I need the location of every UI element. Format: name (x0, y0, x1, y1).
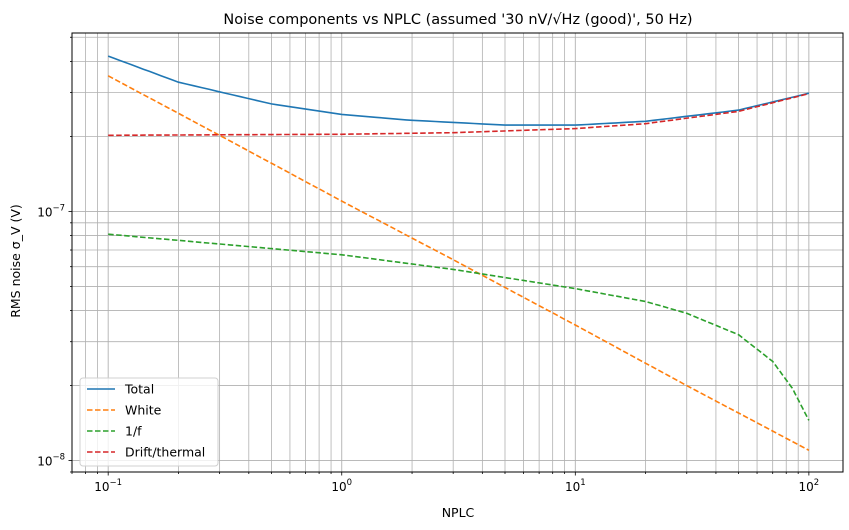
x-axis-label: NPLC (442, 505, 475, 520)
y-axis-label: RMS noise σ_V (V) (8, 204, 23, 318)
x-tick-label: 102 (799, 478, 820, 494)
axis-ticks: 10−1 100 101 102 10−8 10−7 (37, 36, 820, 494)
legend-box (79, 377, 219, 467)
legend-label: White (125, 403, 162, 418)
legend-label: 1/f (125, 424, 142, 439)
legend: Total White 1/f Drift/thermal (79, 377, 219, 467)
chart-title: Noise components vs NPLC (assumed '30 nV… (223, 12, 692, 28)
legend-label: Total (124, 382, 154, 397)
series-line-drift-thermal (108, 92, 810, 137)
x-tick-label: 100 (331, 478, 352, 494)
y-tick-label: 10−7 (37, 203, 65, 219)
series-line-1-f (108, 233, 810, 421)
series-line-total (107, 55, 810, 126)
legend-label: Drift/thermal (125, 445, 205, 460)
plot-frame (71, 32, 844, 473)
x-tick-label: 10−1 (94, 478, 122, 494)
y-tick-label: 10−8 (37, 453, 65, 469)
series-lines (107, 55, 810, 452)
x-tick-label: 101 (565, 478, 586, 494)
series-line-white (107, 75, 810, 452)
